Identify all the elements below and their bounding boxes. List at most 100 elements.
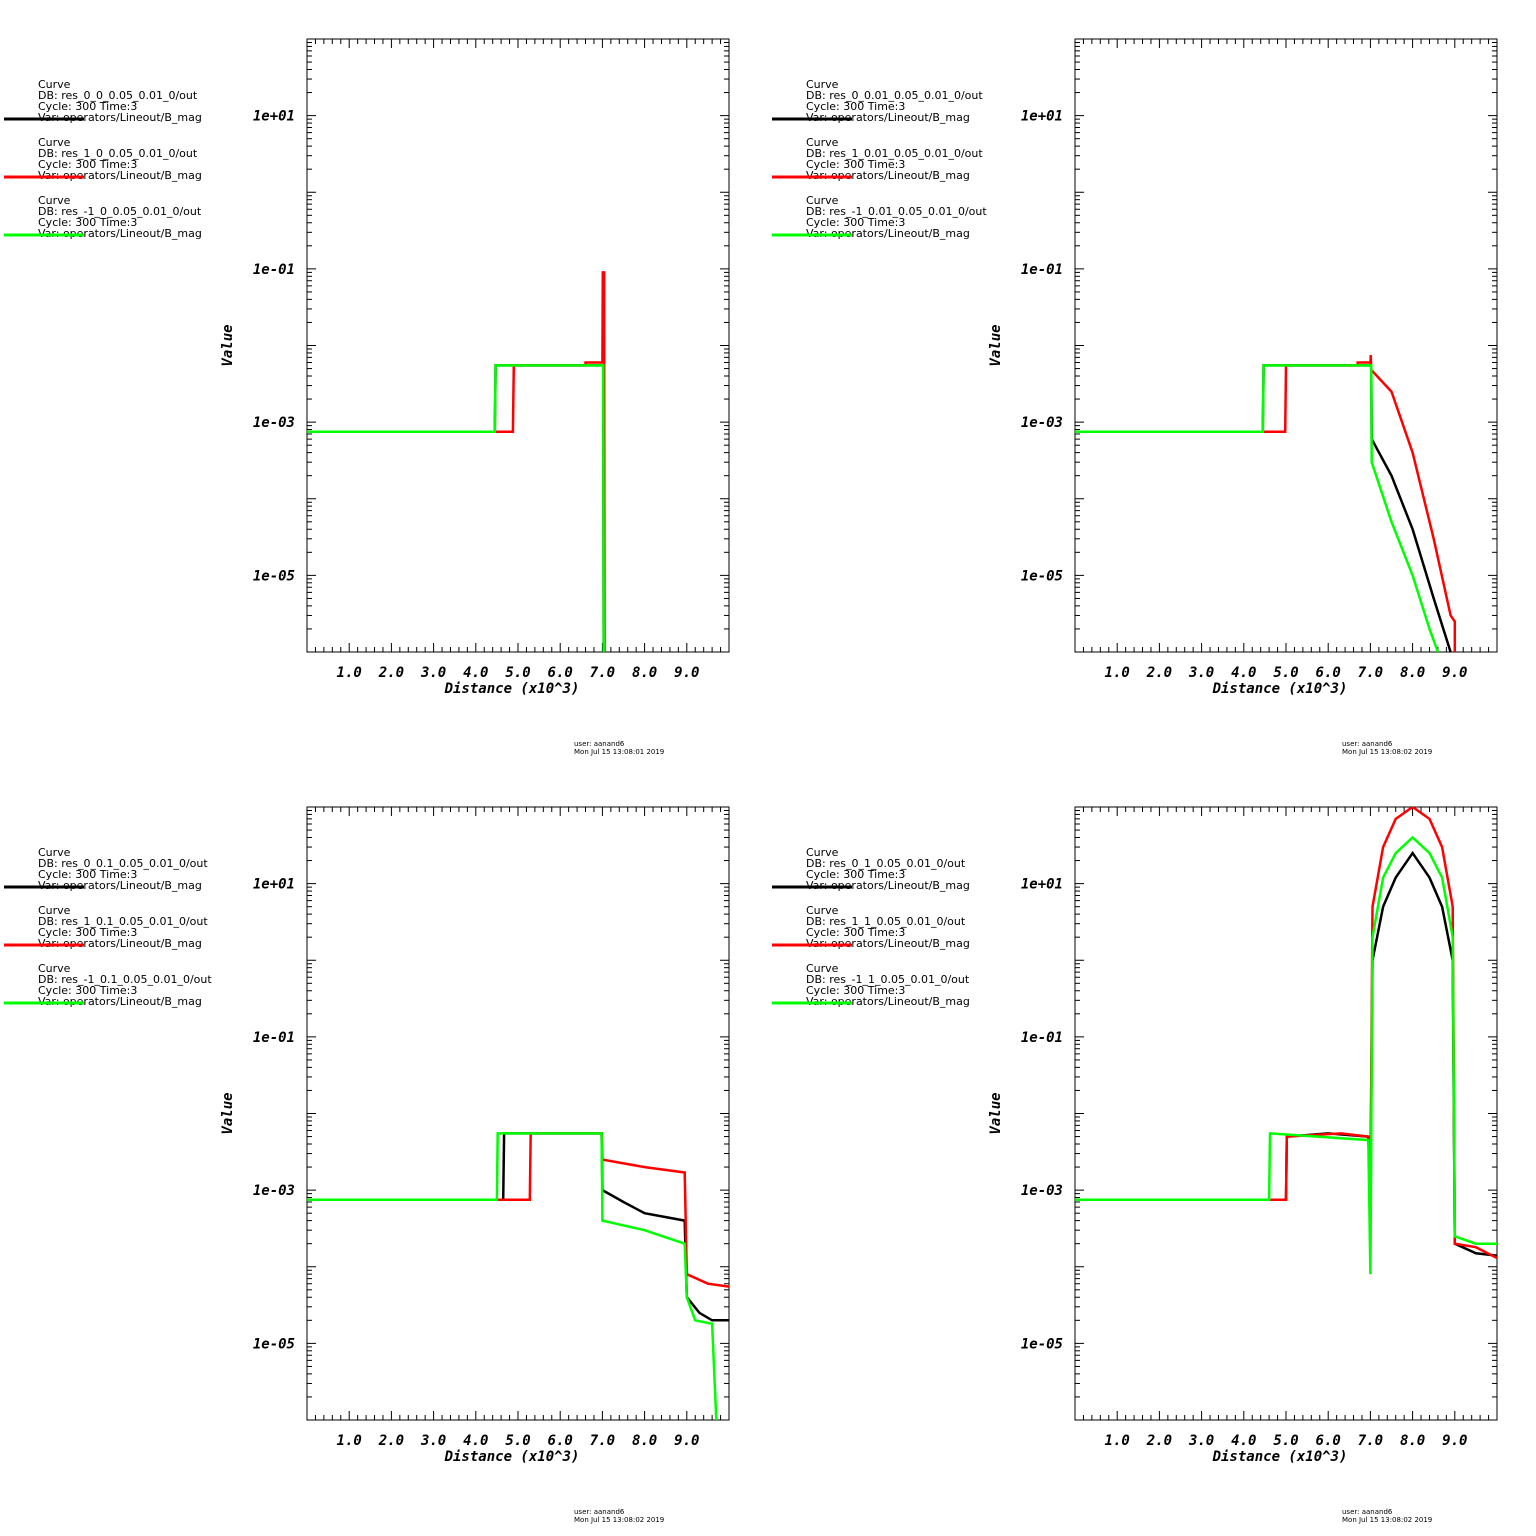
legend-text: Curve — [38, 962, 71, 975]
chart-panel: 1.0 2.0 3.0 4.0 5.0 6.0 7.0 8.0 9.0 1e+01 1e-01 1e-… — [772, 806, 1498, 1524]
x-axis-title: Distance (x10^3) — [444, 1449, 580, 1465]
x-tick-label: 4.0 — [463, 665, 488, 681]
legend-text: DB: res_0_0.01_0.05_0.01_0/out — [806, 89, 983, 102]
series-line — [1075, 355, 1457, 652]
legend-text: Cycle: 300 Time:3 — [38, 984, 137, 997]
legend-text: DB: res_-1_1_0.05_0.01_0/out — [806, 973, 970, 986]
x-tick-label: 9.0 — [674, 665, 699, 681]
legend-text: Curve — [38, 846, 71, 859]
x-tick-label: 2.0 — [1146, 1433, 1172, 1449]
legend-text: Cycle: 300 Time:3 — [38, 100, 137, 113]
x-tick-label: 1.0 — [1105, 1433, 1130, 1449]
chart-panel: 1.0 2.0 3.0 4.0 5.0 6.0 7.0 8.0 9.0 1e+01 1e-01 1e-… — [4, 38, 730, 756]
plot-frame — [1074, 38, 1498, 653]
legend-text: Var: operators/Lineout/B_mag — [38, 879, 202, 892]
legend-text: Cycle: 300 Time:3 — [806, 984, 905, 997]
legend-text: Cycle: 300 Time:3 — [38, 868, 137, 881]
y-tick-label: 1e-01 — [1021, 1030, 1063, 1046]
legend-text: Var: operators/Lineout/B_mag — [38, 227, 202, 240]
y-axis-title: Value — [220, 324, 236, 366]
x-tick-label: 9.0 — [674, 1433, 699, 1449]
series-line — [1075, 835, 1497, 1275]
series-line — [307, 1132, 718, 1420]
series-line — [307, 364, 605, 652]
legend-text: Cycle: 300 Time:3 — [806, 100, 905, 113]
legend-text: DB: res_0_1_0.05_0.01_0/out — [806, 857, 966, 870]
x-tick-label: 6.0 — [1316, 665, 1341, 681]
x-tick-label: 5.0 — [505, 665, 530, 681]
x-tick-label: 5.0 — [1273, 665, 1298, 681]
x-axis-title: Distance (x10^3) — [444, 681, 580, 697]
legend-text: Var: operators/Lineout/B_mag — [38, 995, 202, 1008]
legend-text: DB: res_0_0_0.05_0.01_0/out — [38, 89, 198, 102]
legend-text: DB: res_1_1_0.05_0.01_0/out — [806, 915, 966, 928]
x-tick-label: 5.0 — [1273, 1433, 1298, 1449]
y-tick-label: 1e-01 — [253, 262, 295, 278]
x-tick-label: 7.0 — [590, 665, 615, 681]
stamp-text: user: aanand6 — [1342, 740, 1393, 748]
legend-text: Var: operators/Lineout/B_mag — [806, 227, 970, 240]
x-tick-label: 2.0 — [1146, 665, 1172, 681]
stamp-text: Mon Jul 15 13:08:02 2019 — [1342, 748, 1432, 756]
x-tick-label: 3.0 — [420, 665, 446, 681]
legend-text: Var: operators/Lineout/B_mag — [38, 111, 202, 124]
stamp-text: Mon Jul 15 13:08:01 2019 — [574, 748, 664, 756]
x-tick-label: 3.0 — [420, 1433, 446, 1449]
y-axis-title: Value — [988, 324, 1004, 366]
x-tick-label: 9.0 — [1442, 1433, 1467, 1449]
x-tick-label: 3.0 — [1188, 665, 1214, 681]
series-line — [1075, 364, 1440, 652]
legend-text: Cycle: 300 Time:3 — [38, 926, 137, 939]
legend-text: Curve — [806, 194, 839, 207]
legend-text: Var: operators/Lineout/B_mag — [38, 937, 202, 950]
legend-text: DB: res_-1_0.1_0.05_0.01_0/out — [38, 973, 212, 986]
y-tick-label: 1e-01 — [253, 1030, 295, 1046]
plot-frame — [306, 806, 730, 1421]
legend-text: DB: res_0_0.1_0.05_0.01_0/out — [38, 857, 208, 870]
plot-frame — [306, 38, 730, 653]
x-tick-label: 9.0 — [1442, 665, 1467, 681]
legend-text: Var: operators/Lineout/B_mag — [38, 169, 202, 182]
legend-text: Var: operators/Lineout/B_mag — [806, 111, 970, 124]
stamp-text: user: aanand6 — [574, 740, 625, 748]
x-tick-label: 8.0 — [632, 665, 657, 681]
x-axis-title: Distance (x10^3) — [1212, 1449, 1348, 1465]
y-tick-label: 1e-05 — [253, 568, 295, 584]
stamp-text: user: aanand6 — [1342, 1508, 1393, 1516]
x-tick-label: 6.0 — [548, 1433, 573, 1449]
legend-text: Curve — [806, 904, 839, 917]
legend-text: Var: operators/Lineout/B_mag — [806, 937, 970, 950]
legend-text: Cycle: 300 Time:3 — [806, 926, 905, 939]
x-tick-label: 7.0 — [590, 1433, 615, 1449]
series-line — [307, 1132, 729, 1288]
legend-text: Var: operators/Lineout/B_mag — [806, 995, 970, 1008]
series-line — [307, 364, 605, 652]
y-tick-label: 1e+01 — [253, 877, 295, 893]
series-line — [1075, 807, 1497, 1260]
x-tick-label: 1.0 — [337, 1433, 362, 1449]
legend-text: DB: res_-1_0_0.05_0.01_0/out — [38, 205, 202, 218]
legend-text: Curve — [38, 136, 71, 149]
legend-text: Var: operators/Lineout/B_mag — [806, 879, 970, 892]
series-line — [307, 1132, 729, 1322]
y-tick-label: 1e+01 — [1021, 109, 1063, 125]
y-tick-label: 1e-03 — [1021, 1183, 1063, 1199]
x-tick-label: 8.0 — [1400, 1433, 1425, 1449]
x-tick-label: 8.0 — [1400, 665, 1425, 681]
y-axis-title: Value — [988, 1092, 1004, 1134]
y-tick-label: 1e-03 — [253, 415, 295, 431]
y-tick-label: 1e-05 — [253, 1336, 295, 1352]
plot-frame — [1074, 806, 1498, 1421]
legend-text: DB: res_1_0.01_0.05_0.01_0/out — [806, 147, 983, 160]
x-tick-label: 2.0 — [378, 1433, 404, 1449]
legend-text: Cycle: 300 Time:3 — [38, 158, 137, 171]
legend-text: Cycle: 300 Time:3 — [806, 216, 905, 229]
stamp-text: user: aanand6 — [574, 1508, 625, 1516]
legend-text: DB: res_1_0.1_0.05_0.01_0/out — [38, 915, 208, 928]
legend-text: Var: operators/Lineout/B_mag — [806, 169, 970, 182]
x-tick-label: 4.0 — [463, 1433, 488, 1449]
y-axis-title: Value — [220, 1092, 236, 1134]
x-tick-label: 4.0 — [1231, 1433, 1256, 1449]
y-tick-label: 1e+01 — [1021, 877, 1063, 893]
